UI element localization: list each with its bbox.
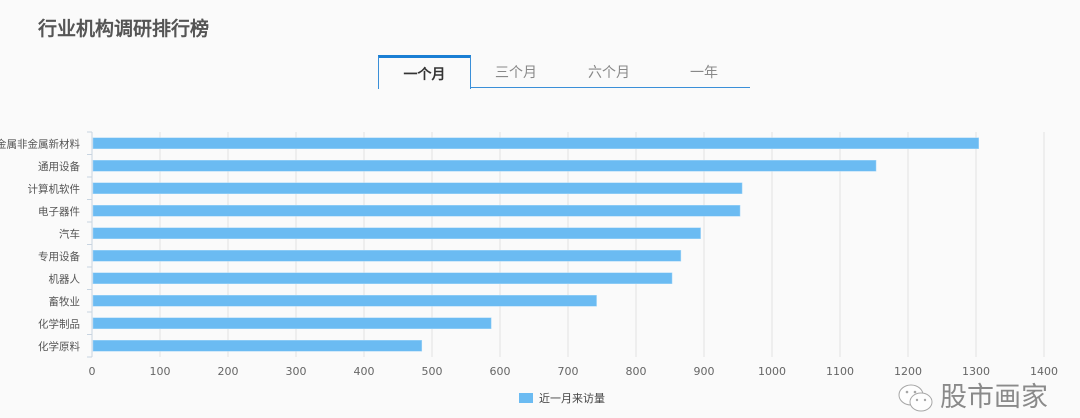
- wechat-icon: [898, 384, 933, 412]
- bar: [92, 182, 743, 194]
- legend[interactable]: 近一月来访量: [519, 390, 605, 406]
- x-tick-label: 200: [218, 365, 239, 378]
- y-tick-label: 金属非金属新材料: [0, 137, 80, 150]
- x-tick-label: 300: [286, 365, 307, 378]
- y-tick-label: 化学制品: [38, 317, 80, 330]
- x-tick-label: 1300: [962, 365, 990, 378]
- x-tick-label: 1100: [826, 365, 854, 378]
- period-tabs: 一个月 三个月 六个月 一年: [378, 55, 750, 89]
- x-tick-label: 800: [626, 365, 647, 378]
- legend-swatch: [519, 393, 533, 403]
- x-tick-label: 1400: [1030, 365, 1058, 378]
- bar: [92, 137, 979, 149]
- bar: [92, 340, 423, 352]
- y-tick-label: 机器人: [49, 272, 81, 285]
- tab-six-months[interactable]: 六个月: [588, 65, 630, 81]
- bar: [92, 205, 741, 217]
- bar: [92, 227, 701, 239]
- bar: [92, 295, 597, 307]
- tab-one-year[interactable]: 一年: [690, 65, 718, 81]
- y-tick-label: 汽车: [59, 227, 80, 240]
- page-title: 行业机构调研排行榜: [38, 18, 210, 40]
- y-tick-label: 专用设备: [38, 250, 80, 263]
- y-tick-label: 化学原料: [38, 340, 80, 353]
- bar: [92, 160, 877, 172]
- y-tick-label: 畜牧业: [49, 295, 81, 308]
- x-tick-label: 700: [558, 365, 579, 378]
- x-tick-label: 100: [150, 365, 171, 378]
- x-tick-label: 1000: [758, 365, 786, 378]
- x-tick-label: 1200: [894, 365, 922, 378]
- legend-label: 近一月来访量: [539, 392, 605, 405]
- x-tick-label: 0: [89, 365, 96, 378]
- tab-one-month[interactable]: 一个月: [378, 55, 471, 89]
- y-tick-label: 通用设备: [38, 160, 80, 173]
- bar: [92, 317, 492, 329]
- y-tick-label: 计算机软件: [28, 182, 81, 195]
- tab-three-months[interactable]: 三个月: [495, 65, 537, 81]
- x-tick-label: 600: [490, 365, 511, 378]
- watermark-text: 股市画家: [940, 382, 1048, 413]
- x-tick-label: 900: [694, 365, 715, 378]
- bar: [92, 272, 673, 284]
- tab-underline: [470, 87, 750, 88]
- y-tick-label: 电子器件: [38, 205, 80, 218]
- x-tick-label: 400: [354, 365, 375, 378]
- watermark: 股市画家: [898, 382, 1048, 414]
- x-tick-label: 500: [422, 365, 443, 378]
- bar: [92, 250, 682, 262]
